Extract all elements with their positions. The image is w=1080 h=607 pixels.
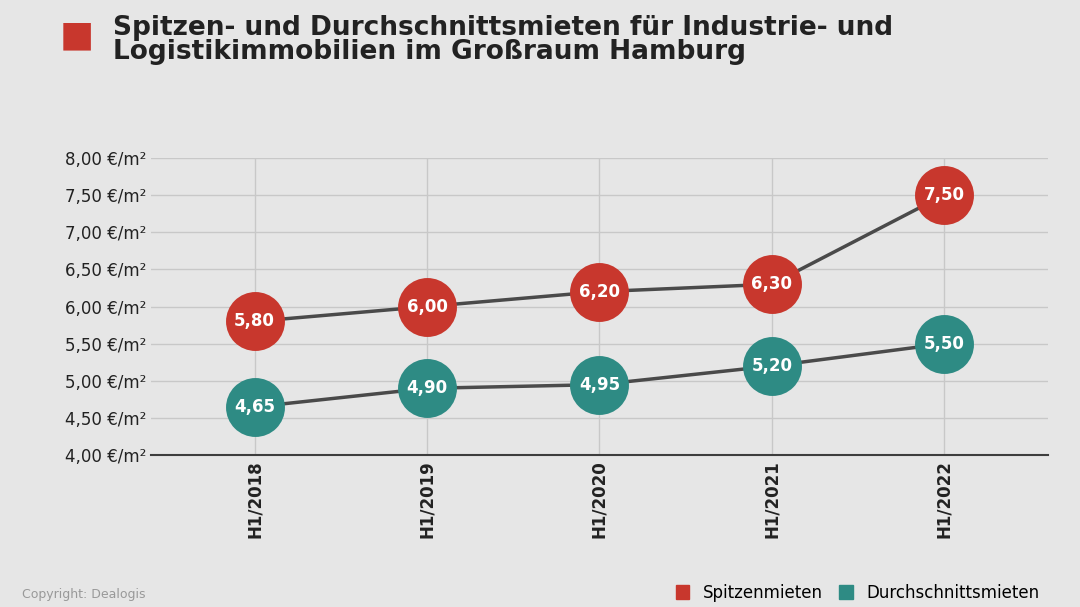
Text: 5,50: 5,50 [923,334,964,353]
Point [591,380,608,390]
Text: 5,80: 5,80 [234,313,275,330]
Point [418,384,435,393]
Legend: Spitzenmieten, Durchschnittsmieten: Spitzenmieten, Durchschnittsmieten [676,583,1039,602]
Point [935,190,953,200]
Text: 4,65: 4,65 [234,398,275,416]
Point [246,402,264,412]
Point [591,287,608,297]
Text: 6,20: 6,20 [579,283,620,300]
Text: Spitzen- und Durchschnittsmieten für Industrie- und: Spitzen- und Durchschnittsmieten für Ind… [113,15,893,41]
Text: 4,95: 4,95 [579,376,620,393]
Point [418,302,435,311]
Point [764,361,781,371]
Text: 7,50: 7,50 [923,186,964,204]
Text: 6,30: 6,30 [752,275,793,293]
Text: 5,20: 5,20 [752,357,793,375]
Text: Logistikimmobilien im Großraum Hamburg: Logistikimmobilien im Großraum Hamburg [113,39,746,66]
Text: 4,90: 4,90 [406,379,447,398]
Text: ■: ■ [59,18,94,52]
Point [764,279,781,289]
Point [935,339,953,348]
Text: 6,00: 6,00 [406,297,447,316]
Text: Copyright: Dealogis: Copyright: Dealogis [22,588,145,601]
Point [246,317,264,327]
